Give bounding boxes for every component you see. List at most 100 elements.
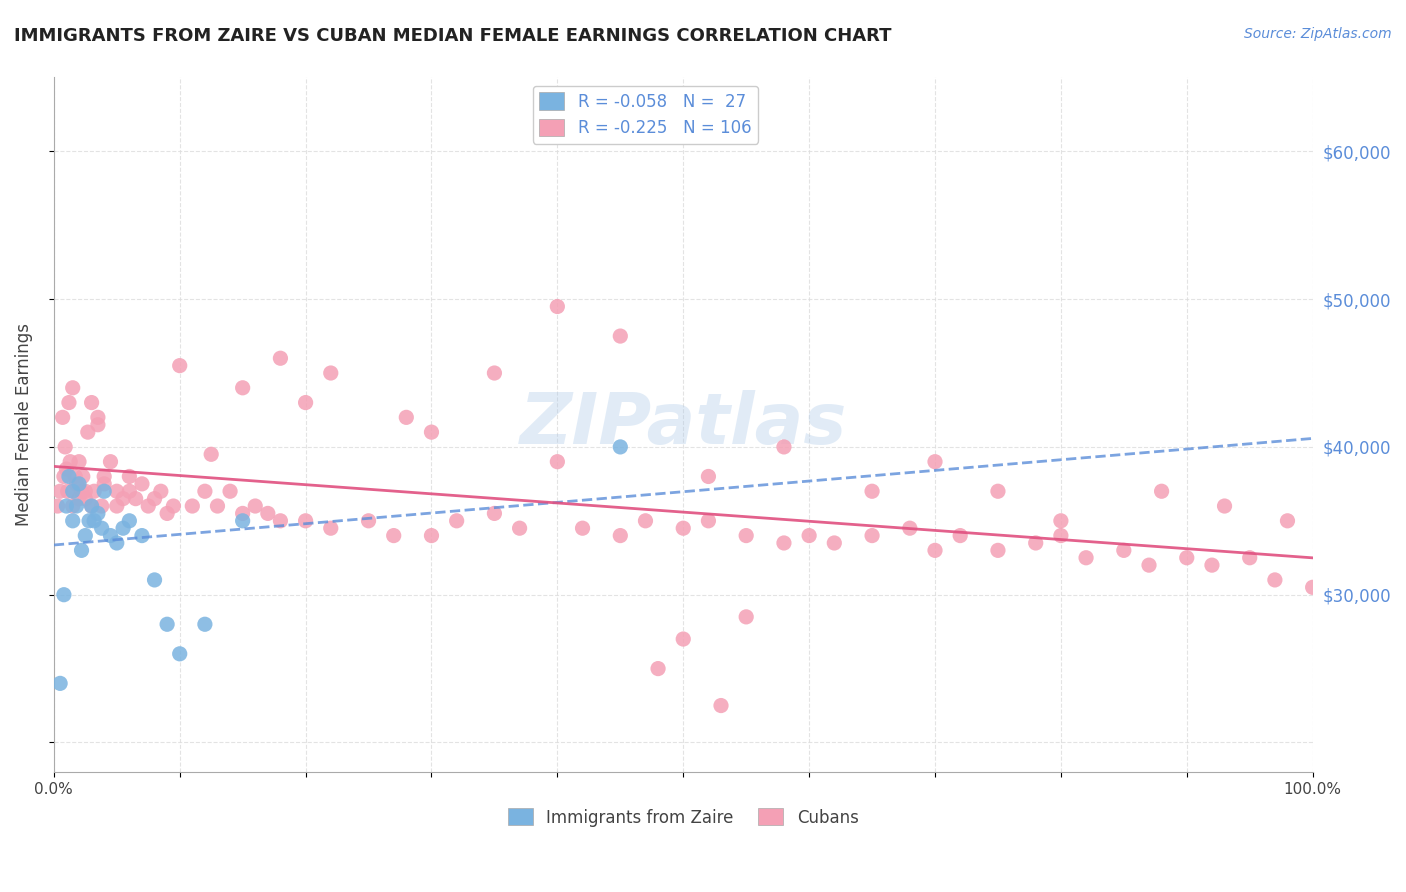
Point <box>55 499 77 513</box>
Point <box>93 484 115 499</box>
Point <box>509 521 531 535</box>
Point <box>112 491 135 506</box>
Point <box>546 300 568 314</box>
Text: IMMIGRANTS FROM ZAIRE VS CUBAN MEDIAN FEMALE EARNINGS CORRELATION CHART: IMMIGRANTS FROM ZAIRE VS CUBAN MEDIAN FE… <box>14 27 891 45</box>
Point <box>1201 558 1223 573</box>
Point <box>194 617 217 632</box>
Point <box>90 499 112 513</box>
Point <box>609 440 631 454</box>
Point <box>87 417 110 432</box>
Point <box>420 528 443 542</box>
Point <box>83 514 105 528</box>
Point <box>143 491 166 506</box>
Point <box>232 514 254 528</box>
Point <box>156 507 179 521</box>
Point <box>118 469 141 483</box>
Point <box>294 395 316 409</box>
Point <box>1239 550 1261 565</box>
Point <box>735 528 758 542</box>
Point <box>181 499 204 513</box>
Point <box>52 588 75 602</box>
Point <box>62 381 84 395</box>
Point <box>1175 550 1198 565</box>
Point <box>65 469 87 483</box>
Point <box>100 528 122 542</box>
Point <box>70 543 93 558</box>
Point <box>76 425 98 439</box>
Point <box>105 484 128 499</box>
Point <box>105 536 128 550</box>
Point <box>924 455 946 469</box>
Point <box>1302 580 1324 594</box>
Point <box>75 528 97 542</box>
Point <box>67 491 90 506</box>
Point <box>245 499 267 513</box>
Point <box>546 455 568 469</box>
Point <box>773 440 796 454</box>
Point <box>232 507 254 521</box>
Point <box>823 536 845 550</box>
Point <box>105 499 128 513</box>
Point <box>232 381 254 395</box>
Point <box>53 440 76 454</box>
Point <box>149 484 172 499</box>
Point <box>697 469 720 483</box>
Point <box>136 499 159 513</box>
Point <box>87 507 110 521</box>
Point <box>1213 499 1236 513</box>
Point <box>710 698 733 713</box>
Point <box>319 521 342 535</box>
Point <box>72 469 94 483</box>
Point <box>80 499 103 513</box>
Point <box>65 476 87 491</box>
Point <box>860 528 883 542</box>
Text: ZIPatlas: ZIPatlas <box>520 390 846 459</box>
Point <box>1264 573 1286 587</box>
Point <box>87 410 110 425</box>
Point <box>118 484 141 499</box>
Point <box>1074 550 1097 565</box>
Point <box>65 499 87 513</box>
Point <box>319 366 342 380</box>
Point <box>987 484 1010 499</box>
Point <box>52 410 75 425</box>
Point <box>93 476 115 491</box>
Point <box>46 499 69 513</box>
Point <box>93 469 115 483</box>
Point <box>169 647 191 661</box>
Point <box>200 447 222 461</box>
Point <box>169 359 191 373</box>
Point <box>52 469 75 483</box>
Point <box>256 507 278 521</box>
Point <box>58 469 80 483</box>
Point <box>357 514 380 528</box>
Point <box>58 395 80 409</box>
Point <box>484 507 506 521</box>
Point <box>219 484 242 499</box>
Point <box>162 499 184 513</box>
Point <box>924 543 946 558</box>
Point <box>634 514 657 528</box>
Point <box>124 491 146 506</box>
Point <box>269 351 291 366</box>
Point <box>672 632 695 646</box>
Point <box>987 543 1010 558</box>
Point <box>609 329 631 343</box>
Point <box>75 491 97 506</box>
Point <box>672 521 695 535</box>
Point <box>207 499 229 513</box>
Point <box>131 528 153 542</box>
Point <box>62 499 84 513</box>
Point <box>62 484 84 499</box>
Point <box>949 528 972 542</box>
Point <box>571 521 593 535</box>
Point <box>100 455 122 469</box>
Point <box>1137 558 1160 573</box>
Point <box>80 499 103 513</box>
Point <box>156 617 179 632</box>
Point <box>1112 543 1135 558</box>
Point <box>609 528 631 542</box>
Point <box>55 462 77 476</box>
Point <box>382 528 405 542</box>
Point <box>62 514 84 528</box>
